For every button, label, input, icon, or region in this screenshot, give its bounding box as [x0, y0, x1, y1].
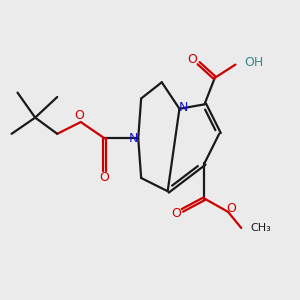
Text: O: O	[74, 109, 84, 122]
Text: OH: OH	[244, 56, 263, 69]
Text: N: N	[178, 101, 188, 114]
Text: O: O	[99, 172, 109, 184]
Text: N: N	[129, 132, 139, 145]
Text: CH₃: CH₃	[251, 223, 272, 233]
Text: O: O	[226, 202, 236, 215]
Text: O: O	[187, 53, 197, 66]
Text: O: O	[171, 207, 181, 220]
